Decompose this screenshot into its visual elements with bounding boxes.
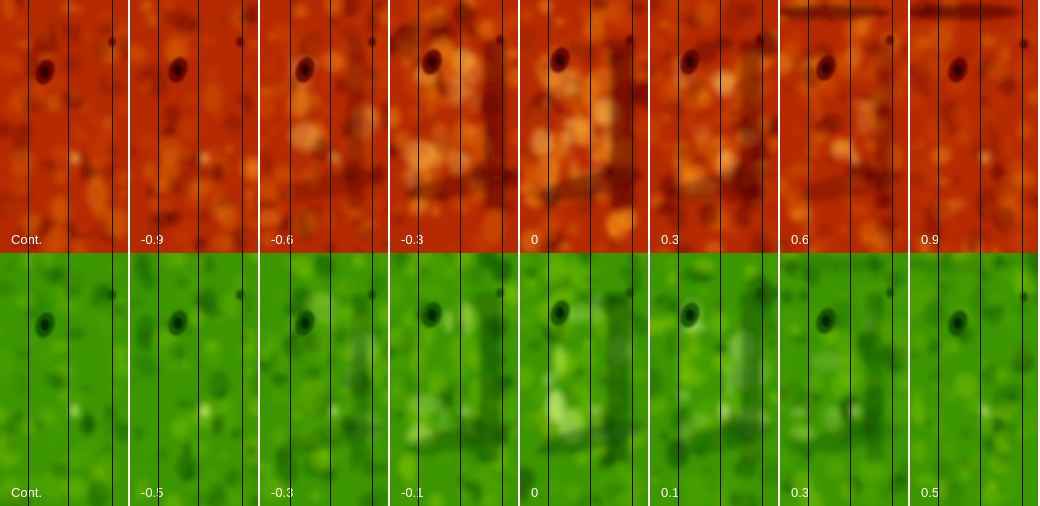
solar-image — [910, 0, 1038, 253]
slit-line — [1022, 0, 1023, 506]
image-panel: 0 — [520, 0, 648, 253]
slit-line — [418, 0, 419, 506]
panel-divider — [258, 0, 260, 506]
wavelength-label: 0 — [531, 485, 539, 500]
slit-line — [850, 0, 851, 506]
wavelength-label: 0.9 — [921, 232, 940, 247]
solar-image — [130, 253, 258, 506]
panel-divider — [388, 0, 390, 506]
image-panel: 0.3 — [780, 253, 908, 506]
image-panel: 0.3 — [650, 0, 778, 253]
wavelength-label: -0.5 — [141, 485, 164, 500]
image-panel: 0.5 — [910, 253, 1038, 506]
solar-image — [780, 0, 908, 253]
panel-divider — [518, 0, 520, 506]
image-panel: -0.5 — [130, 253, 258, 506]
wavelength-label: -0.3 — [401, 232, 424, 247]
panel-divider — [908, 0, 910, 506]
image-panel: -0.3 — [260, 253, 388, 506]
solar-image — [260, 0, 388, 253]
wavelength-label: Cont. — [11, 232, 43, 247]
image-panel: -0.1 — [390, 253, 518, 506]
wavelength-label: 0.6 — [791, 232, 810, 247]
slit-line — [980, 0, 981, 506]
solar-image — [0, 0, 128, 253]
panel-divider — [648, 0, 650, 506]
wavelength-label: Cont. — [11, 485, 43, 500]
solar-image — [910, 253, 1038, 506]
slit-line — [158, 0, 159, 506]
wavelength-label: -0.1 — [401, 485, 424, 500]
slit-line — [290, 0, 291, 506]
slit-line — [892, 0, 893, 506]
wavelength-label: 0 — [531, 232, 539, 247]
slit-line — [632, 0, 633, 506]
slit-line — [330, 0, 331, 506]
slit-line — [460, 0, 461, 506]
slit-line — [548, 0, 549, 506]
wavelength-label: 0.3 — [791, 485, 810, 500]
slit-line — [762, 0, 763, 506]
slit-line — [28, 0, 29, 506]
solar-image — [650, 253, 778, 506]
solar-image — [0, 253, 128, 506]
image-panel: 0.6 — [780, 0, 908, 253]
image-panel: 0 — [520, 253, 648, 506]
slit-line — [678, 0, 679, 506]
image-panel: 0.1 — [650, 253, 778, 506]
solar-image — [520, 0, 648, 253]
slit-line — [68, 0, 69, 506]
red-row: Cont. -0.9 -0.6 -0.3 0 0.3 0.6 0.9 — [0, 0, 1038, 253]
image-panel: Cont. — [0, 253, 128, 506]
slit-line — [808, 0, 809, 506]
wavelength-label: -0.6 — [271, 232, 294, 247]
image-panel: 0.9 — [910, 0, 1038, 253]
panel-divider — [778, 0, 780, 506]
image-panel: -0.6 — [260, 0, 388, 253]
slit-line — [938, 0, 939, 506]
solar-image — [130, 0, 258, 253]
solar-image — [650, 0, 778, 253]
wavelength-label: 0.1 — [661, 485, 680, 500]
slit-line — [590, 0, 591, 506]
wavelength-label: -0.9 — [141, 232, 164, 247]
image-panel: Cont. — [0, 0, 128, 253]
slit-line — [502, 0, 503, 506]
slit-line — [112, 0, 113, 506]
green-row: Cont. -0.5 -0.3 -0.1 0 0.1 0.3 0.5 — [0, 253, 1040, 506]
solar-image — [520, 253, 648, 506]
panel-divider — [128, 0, 130, 506]
slit-line — [720, 0, 721, 506]
wavelength-label: -0.3 — [271, 485, 294, 500]
slit-line — [242, 0, 243, 506]
image-panel: -0.3 — [390, 0, 518, 253]
slit-line — [372, 0, 373, 506]
solar-image — [780, 253, 908, 506]
solar-image — [390, 0, 518, 253]
wavelength-label: 0.5 — [921, 485, 940, 500]
solar-image — [390, 253, 518, 506]
wavelength-label: 0.3 — [661, 232, 680, 247]
image-panel: -0.9 — [130, 0, 258, 253]
solar-image — [260, 253, 388, 506]
slit-line — [198, 0, 199, 506]
